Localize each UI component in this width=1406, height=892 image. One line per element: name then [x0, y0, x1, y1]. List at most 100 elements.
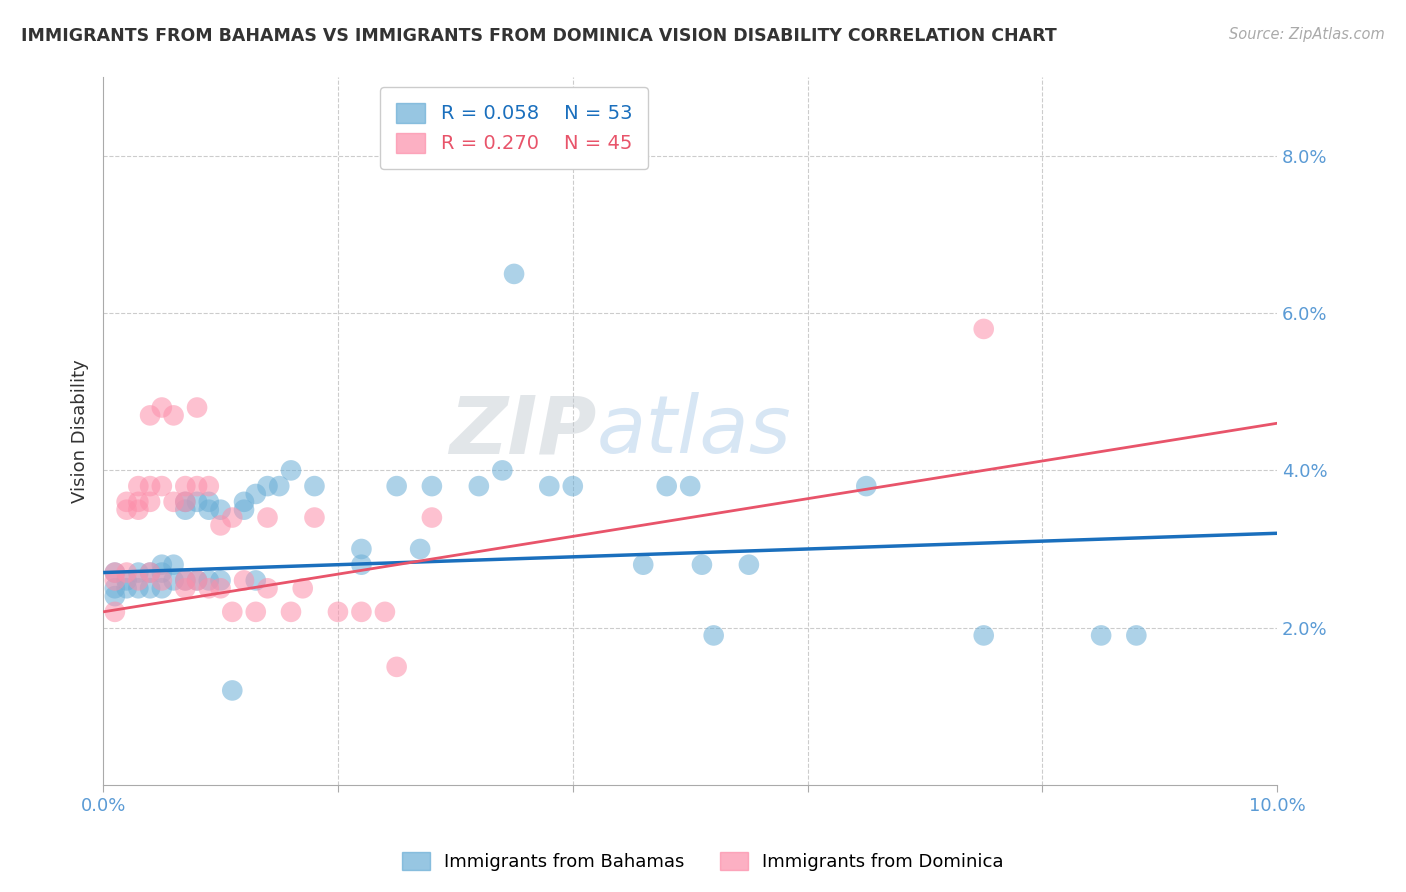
Point	[221, 605, 243, 619]
Point	[162, 574, 184, 588]
Point	[104, 566, 127, 580]
Point	[631, 558, 654, 572]
Point	[150, 566, 173, 580]
Point	[127, 495, 149, 509]
Point	[186, 495, 208, 509]
Point	[186, 574, 208, 588]
Point	[127, 502, 149, 516]
Point	[174, 502, 197, 516]
Point	[104, 566, 127, 580]
Point	[503, 267, 526, 281]
Point	[468, 479, 491, 493]
Point	[174, 582, 197, 596]
Point	[209, 518, 232, 533]
Point	[385, 660, 408, 674]
Point	[304, 479, 326, 493]
Point	[1125, 628, 1147, 642]
Text: Source: ZipAtlas.com: Source: ZipAtlas.com	[1229, 27, 1385, 42]
Point	[280, 605, 302, 619]
Point	[115, 574, 138, 588]
Point	[374, 605, 396, 619]
Point	[139, 479, 162, 493]
Point	[115, 566, 138, 580]
Point	[420, 510, 443, 524]
Point	[256, 510, 278, 524]
Point	[256, 479, 278, 493]
Point	[150, 479, 173, 493]
Point	[198, 574, 221, 588]
Point	[139, 409, 162, 423]
Point	[350, 558, 373, 572]
Point	[104, 589, 127, 603]
Point	[198, 582, 221, 596]
Point	[127, 566, 149, 580]
Text: atlas: atlas	[596, 392, 792, 470]
Point	[115, 495, 138, 509]
Point	[561, 479, 583, 493]
Point	[221, 683, 243, 698]
Point	[162, 495, 184, 509]
Point	[127, 574, 149, 588]
Point	[139, 495, 162, 509]
Point	[150, 401, 173, 415]
Point	[139, 582, 162, 596]
Point	[162, 409, 184, 423]
Point	[115, 582, 138, 596]
Point	[209, 502, 232, 516]
Point	[679, 479, 702, 493]
Point	[221, 510, 243, 524]
Point	[385, 479, 408, 493]
Point	[150, 558, 173, 572]
Point	[209, 574, 232, 588]
Point	[491, 463, 513, 477]
Point	[326, 605, 349, 619]
Point	[245, 487, 267, 501]
Point	[198, 495, 221, 509]
Point	[420, 479, 443, 493]
Point	[703, 628, 725, 642]
Point	[209, 582, 232, 596]
Point	[104, 574, 127, 588]
Point	[245, 574, 267, 588]
Point	[350, 541, 373, 556]
Point	[245, 605, 267, 619]
Point	[291, 582, 314, 596]
Point	[350, 605, 373, 619]
Point	[104, 605, 127, 619]
Legend: Immigrants from Bahamas, Immigrants from Dominica: Immigrants from Bahamas, Immigrants from…	[395, 845, 1011, 879]
Point	[269, 479, 291, 493]
Point	[174, 574, 197, 588]
Point	[139, 566, 162, 580]
Point	[409, 541, 432, 556]
Point	[538, 479, 561, 493]
Point	[186, 401, 208, 415]
Text: IMMIGRANTS FROM BAHAMAS VS IMMIGRANTS FROM DOMINICA VISION DISABILITY CORRELATIO: IMMIGRANTS FROM BAHAMAS VS IMMIGRANTS FR…	[21, 27, 1057, 45]
Point	[162, 558, 184, 572]
Point	[233, 502, 256, 516]
Legend: R = 0.058    N = 53, R = 0.270    N = 45: R = 0.058 N = 53, R = 0.270 N = 45	[381, 87, 648, 169]
Point	[855, 479, 877, 493]
Point	[104, 582, 127, 596]
Text: ZIP: ZIP	[449, 392, 596, 470]
Point	[233, 495, 256, 509]
Point	[655, 479, 678, 493]
Point	[174, 495, 197, 509]
Point	[690, 558, 713, 572]
Point	[280, 463, 302, 477]
Point	[304, 510, 326, 524]
Point	[139, 566, 162, 580]
Point	[150, 574, 173, 588]
Point	[1090, 628, 1112, 642]
Point	[973, 322, 995, 336]
Point	[174, 574, 197, 588]
Point	[127, 479, 149, 493]
Point	[186, 574, 208, 588]
Point	[198, 479, 221, 493]
Point	[150, 582, 173, 596]
Point	[186, 479, 208, 493]
Point	[127, 582, 149, 596]
Y-axis label: Vision Disability: Vision Disability	[72, 359, 89, 503]
Point	[973, 628, 995, 642]
Point	[233, 574, 256, 588]
Point	[174, 495, 197, 509]
